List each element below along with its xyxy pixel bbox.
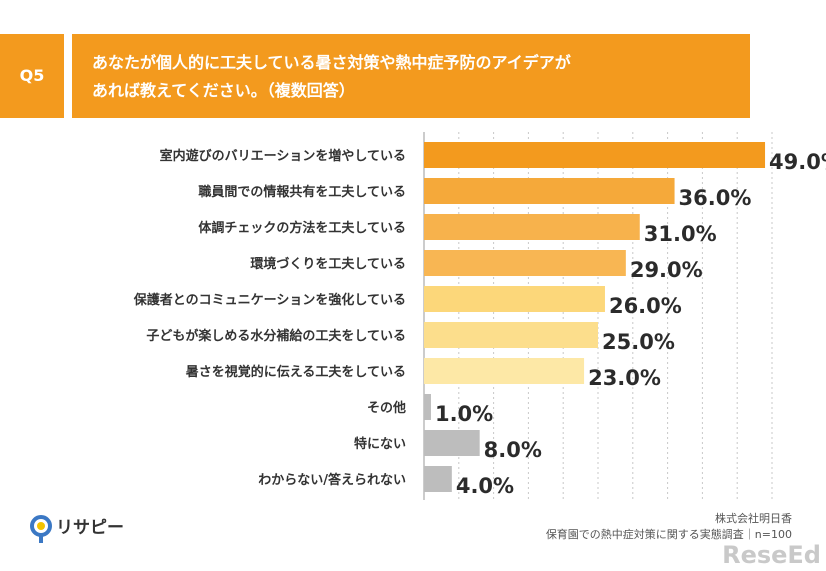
- value-label: 49.0%: [769, 150, 826, 174]
- value-label: 36.0%: [679, 186, 752, 210]
- category-label: 体調チェックの方法を工夫している: [198, 220, 406, 236]
- bar: [424, 430, 480, 456]
- value-label: 25.0%: [602, 330, 675, 354]
- bar: [424, 394, 431, 420]
- bar: [424, 358, 585, 384]
- bar: [424, 322, 598, 348]
- category-label: 暑さを視覚的に伝える工夫をしている: [185, 364, 406, 380]
- value-label: 4.0%: [456, 474, 514, 498]
- bar: [424, 178, 675, 204]
- category-label: その他: [367, 400, 406, 416]
- watermark: ReseEd: [722, 541, 821, 569]
- value-label: 1.0%: [435, 402, 493, 426]
- value-label: 26.0%: [609, 294, 682, 318]
- value-label: 8.0%: [484, 438, 542, 462]
- question-number: Q5: [20, 66, 45, 85]
- bar: [424, 214, 640, 240]
- value-label: 23.0%: [588, 366, 661, 390]
- bar: [424, 142, 766, 168]
- bar: [424, 466, 452, 492]
- category-label: 子どもが楽しめる水分補給の工夫をしている: [146, 328, 406, 344]
- logo-dot-icon: [37, 522, 45, 530]
- question-number-box: [0, 34, 64, 118]
- logo-text: リサピー: [56, 518, 124, 538]
- category-label: 特にない: [354, 436, 406, 452]
- footer-survey: 保育園での熱中症対策に関する実態調査｜n=100: [546, 527, 792, 541]
- category-label: 室内遊びのバリエーションを増やしている: [160, 148, 406, 164]
- question-line-2: あれば教えてください。（複数回答）: [92, 81, 355, 100]
- category-label: 保護者とのコミュニケーションを強化している: [133, 292, 406, 308]
- category-label: わからない/答えられない: [258, 472, 406, 488]
- value-label: 29.0%: [630, 258, 703, 282]
- question-box: [72, 34, 750, 118]
- bar: [424, 250, 626, 276]
- footer-company: 株式会社明日香: [715, 511, 792, 525]
- question-line-1: あなたが個人的に工夫している暑さ対策や熱中症予防のアイデアが: [92, 53, 571, 72]
- value-label: 31.0%: [644, 222, 717, 246]
- bars: 室内遊びのバリエーションを増やしている 49.0% 職員間での情報共有を工夫している…: [133, 142, 826, 498]
- category-label: 職員間での情報共有を工夫している: [198, 184, 406, 200]
- logo: リサピー: [30, 515, 124, 543]
- bar: [424, 286, 605, 312]
- category-label: 環境づくりを工夫している: [250, 256, 406, 272]
